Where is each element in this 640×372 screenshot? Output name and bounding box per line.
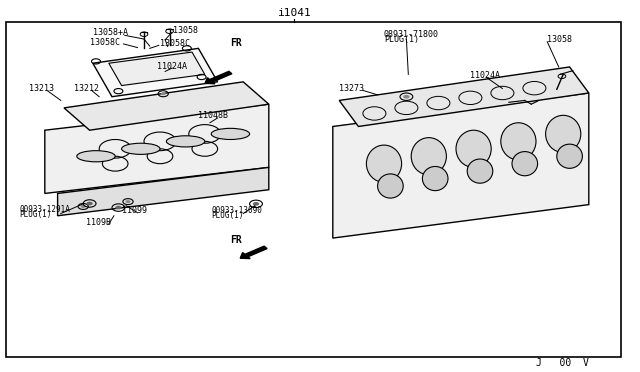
Ellipse shape xyxy=(366,145,402,182)
Text: J   00  V: J 00 V xyxy=(536,358,589,368)
Ellipse shape xyxy=(545,115,581,153)
Circle shape xyxy=(86,202,93,205)
Text: 13058+A: 13058+A xyxy=(93,28,128,37)
Ellipse shape xyxy=(122,143,160,154)
Text: 13273: 13273 xyxy=(339,84,364,93)
Text: 00933-1291A: 00933-1291A xyxy=(19,205,70,214)
Text: 08931-71800: 08931-71800 xyxy=(384,30,439,39)
Text: 13058: 13058 xyxy=(547,35,572,44)
Text: 11099: 11099 xyxy=(122,206,147,215)
Circle shape xyxy=(81,205,86,208)
Text: 13058C: 13058C xyxy=(160,39,190,48)
FancyArrow shape xyxy=(205,71,232,84)
Text: 13058C: 13058C xyxy=(90,38,120,46)
Text: 00933-13090: 00933-13090 xyxy=(211,206,262,215)
Ellipse shape xyxy=(166,136,205,147)
Ellipse shape xyxy=(557,144,582,168)
Ellipse shape xyxy=(456,130,492,167)
Circle shape xyxy=(253,202,259,206)
Text: 11024A: 11024A xyxy=(157,62,187,71)
Polygon shape xyxy=(64,82,269,130)
Text: 13212: 13212 xyxy=(74,84,99,93)
Text: PLUG(1): PLUG(1) xyxy=(384,35,419,44)
Polygon shape xyxy=(58,167,269,216)
Ellipse shape xyxy=(77,151,115,162)
Polygon shape xyxy=(333,93,589,238)
Text: 11048B: 11048B xyxy=(198,111,228,120)
Polygon shape xyxy=(45,104,269,193)
Ellipse shape xyxy=(412,138,447,175)
Text: PLUG(1): PLUG(1) xyxy=(19,210,52,219)
Text: 11024A: 11024A xyxy=(470,71,500,80)
Text: 1109B: 1109B xyxy=(86,218,111,227)
Text: 13058: 13058 xyxy=(173,26,198,35)
Text: 13213: 13213 xyxy=(29,84,54,93)
Polygon shape xyxy=(93,48,218,97)
Circle shape xyxy=(125,200,131,203)
Ellipse shape xyxy=(501,123,536,160)
Text: FR: FR xyxy=(230,234,242,244)
Circle shape xyxy=(403,95,410,99)
Text: PLUG(1): PLUG(1) xyxy=(211,211,244,220)
Circle shape xyxy=(161,92,166,95)
Ellipse shape xyxy=(378,174,403,198)
Ellipse shape xyxy=(211,128,250,140)
Circle shape xyxy=(115,206,122,209)
Ellipse shape xyxy=(512,152,538,176)
Polygon shape xyxy=(339,67,589,126)
Ellipse shape xyxy=(467,159,493,183)
Ellipse shape xyxy=(422,167,448,191)
Text: i1041: i1041 xyxy=(278,8,311,18)
Text: FR: FR xyxy=(230,38,242,48)
FancyArrow shape xyxy=(240,246,267,259)
Polygon shape xyxy=(109,52,205,86)
